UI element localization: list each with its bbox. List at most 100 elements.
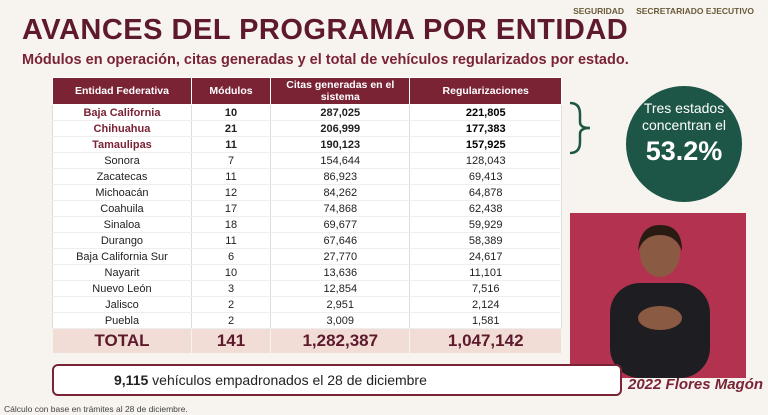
table-cell: 62,438 (409, 200, 562, 217)
table-cell: Nayarit (52, 264, 192, 281)
table-cell: 3 (190, 280, 272, 297)
table-cell: 2 (190, 312, 272, 329)
table-cell: 177,383 (409, 120, 562, 137)
table-row: Jalisco 2 2,951 2,124 (52, 296, 562, 313)
table-cell: 12 (190, 184, 272, 201)
table-row: Baja California 10 287,025 221,805 (52, 104, 562, 121)
subtitle: Módulos en operación, citas generadas y … (22, 52, 629, 68)
total-row: TOTAL 141 1,282,387 1,047,142 (52, 328, 562, 354)
table-cell: 64,878 (409, 184, 562, 201)
table-cell: 3,009 (270, 312, 411, 329)
total-cell: 1,282,387 (270, 328, 411, 354)
table-cell: 17 (190, 200, 272, 217)
logo-text: SEGURIDAD (573, 6, 625, 16)
table-cell: 13,636 (270, 264, 411, 281)
table-cell: 18 (190, 216, 272, 233)
table-cell: Zacatecas (52, 168, 192, 185)
badge: 2022 Flores Magón (628, 376, 764, 393)
table-cell: Coahuila (52, 200, 192, 217)
table-row: Coahuila 17 74,868 62,438 (52, 200, 562, 217)
table-row: Michoacán 12 84,262 64,878 (52, 184, 562, 201)
note-text: vehículos empadronados el 28 de diciembr… (152, 372, 427, 388)
table-cell: 7,516 (409, 280, 562, 297)
table-cell: Sonora (52, 152, 192, 169)
table-cell: 21 (190, 120, 272, 137)
column-header: Módulos (190, 77, 272, 105)
table-cell: 86,923 (270, 168, 411, 185)
table-cell: 1,581 (409, 312, 562, 329)
table-cell: 2,951 (270, 296, 411, 313)
table: Entidad Federativa Módulos Citas generadas… (52, 77, 562, 354)
table-row: Sonora 7 154,644 128,043 (52, 152, 562, 169)
total-cell: 141 (190, 328, 272, 354)
table-cell: 128,043 (409, 152, 562, 169)
table-cell: 84,262 (270, 184, 411, 201)
table-cell: Nuevo León (52, 280, 192, 297)
table-cell: 11 (190, 136, 272, 153)
table-cell: 206,999 (270, 120, 411, 137)
table-cell: 74,868 (270, 200, 411, 217)
table-cell: Sinaloa (52, 216, 192, 233)
table-cell: 67,646 (270, 232, 411, 249)
table-cell: 10 (190, 264, 272, 281)
callout-value: 53.2% (645, 136, 723, 166)
table-row: Durango 11 67,646 58,389 (52, 232, 562, 249)
table-cell: 58,389 (409, 232, 562, 249)
total-cell: 1,047,142 (409, 328, 562, 354)
note-number: 9,115 (114, 372, 149, 388)
table-cell: Puebla (52, 312, 192, 329)
table-cell: 11 (190, 168, 272, 185)
table-cell: 11,101 (409, 264, 562, 281)
column-header: Entidad Federativa (52, 77, 192, 105)
table-cell: 69,413 (409, 168, 562, 185)
table-cell: 59,929 (409, 216, 562, 233)
table-cell: 10 (190, 104, 272, 121)
table-cell: 6 (190, 248, 272, 265)
table-cell: 2 (190, 296, 272, 313)
table-row: Sinaloa 18 69,677 59,929 (52, 216, 562, 233)
table-cell: 69,677 (270, 216, 411, 233)
table-cell: 24,617 (409, 248, 562, 265)
table-cell: 157,925 (409, 136, 562, 153)
title: AVANCES DEL PROGRAMA POR ENTIDAD (22, 14, 629, 46)
header-row: Entidad Federativa Módulos Citas generadas… (52, 77, 562, 105)
table-cell: Baja California Sur (52, 248, 192, 265)
interpreter-figure (610, 225, 710, 378)
table-cell: 287,025 (270, 104, 411, 121)
table-cell: Michoacán (52, 184, 192, 201)
table-cell: 154,644 (270, 152, 411, 169)
callout-text: Tres estados concentran el (641, 100, 727, 133)
interpreter-video (570, 213, 746, 378)
callout-circle: Tres estados concentran el 53.2% (626, 86, 742, 202)
table-cell: 190,123 (270, 136, 411, 153)
table-body: Baja California 10 287,025 221,805 Chihuahua… (52, 104, 562, 354)
table-row: Nuevo León 3 12,854 7,516 (52, 280, 562, 297)
table-cell: Baja California (52, 104, 192, 121)
column-header: Citas generadas en el sistema (270, 77, 411, 105)
table-row: Nayarit 10 13,636 11,101 (52, 264, 562, 281)
table-row: Chihuahua 21 206,999 177,383 (52, 120, 562, 137)
table-row: Baja California Sur 6 27,770 24,617 (52, 248, 562, 265)
logo-text: SECRETARIADO EJECUTIVO (636, 6, 754, 16)
table-cell: 7 (190, 152, 272, 169)
table-cell: Tamaulipas (52, 136, 192, 153)
table-row: Puebla 2 3,009 1,581 (52, 312, 562, 329)
column-header: Regularizaciones (409, 77, 562, 105)
table-cell: Durango (52, 232, 192, 249)
logos: SEGURIDAD SECRETARIADO EJECUTIVO (573, 6, 754, 16)
table-cell: Chihuahua (52, 120, 192, 137)
table-cell: 12,854 (270, 280, 411, 297)
footnote: Cálculo con base en trámites al 28 de di… (4, 404, 188, 414)
table-cell: Jalisco (52, 296, 192, 313)
total-cell: TOTAL (52, 328, 192, 354)
table-row: Zacatecas 11 86,923 69,413 (52, 168, 562, 185)
table-cell: 2,124 (409, 296, 562, 313)
table-cell: 221,805 (409, 104, 562, 121)
table-cell: 27,770 (270, 248, 411, 265)
table-row: Tamaulipas 11 190,123 157,925 (52, 136, 562, 153)
bracket (569, 101, 591, 155)
table-cell: 11 (190, 232, 272, 249)
note-box: 9,115 vehículos empadronados el 28 de di… (52, 364, 622, 396)
